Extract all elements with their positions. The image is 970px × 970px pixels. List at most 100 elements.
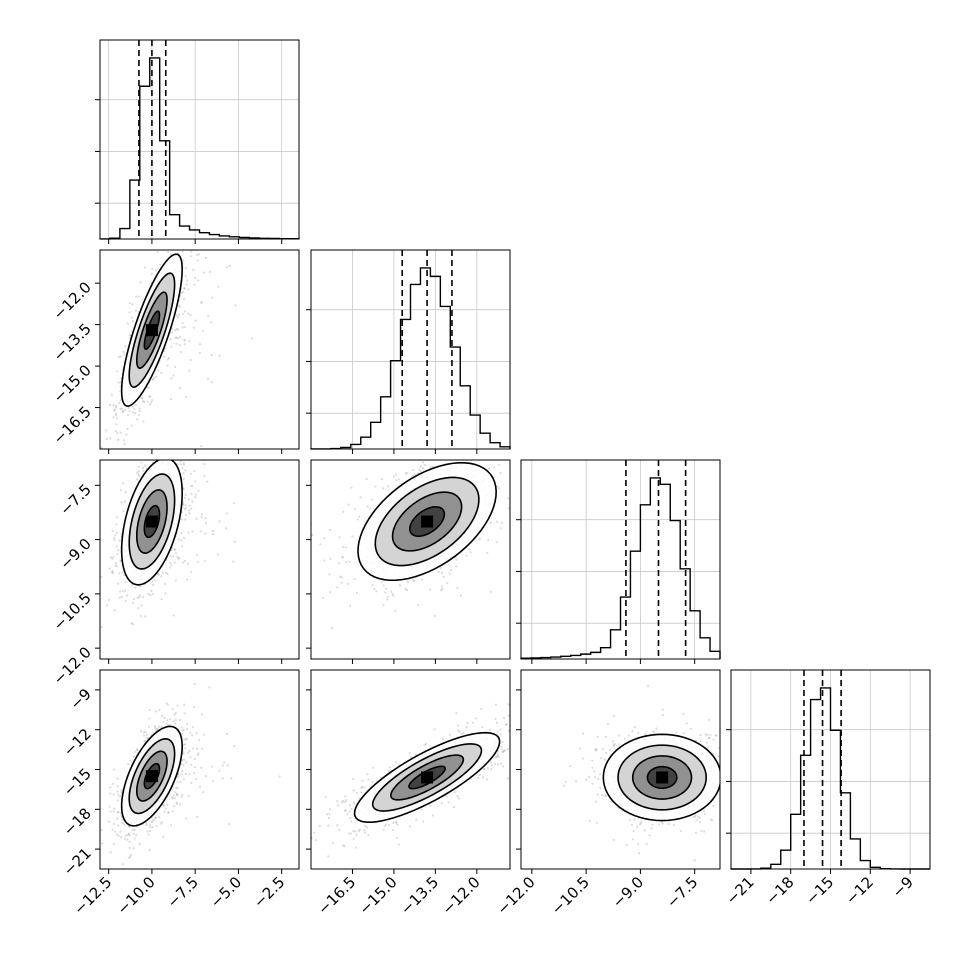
scatter-point bbox=[183, 338, 186, 341]
scatter-point bbox=[156, 727, 159, 730]
scatter-point bbox=[183, 496, 187, 500]
scatter-point bbox=[194, 496, 197, 499]
scatter-point bbox=[153, 453, 155, 455]
scatter-point bbox=[350, 486, 353, 489]
scatter-point bbox=[155, 825, 158, 828]
scatter-point bbox=[188, 511, 191, 515]
scatter-point bbox=[324, 795, 327, 799]
scatter-point bbox=[166, 722, 169, 725]
scatter-point bbox=[507, 703, 510, 706]
scatter-point bbox=[503, 749, 506, 752]
scatter-point bbox=[497, 410, 499, 412]
scatter-point bbox=[329, 808, 332, 811]
scatter-point bbox=[499, 527, 502, 530]
scatter-point bbox=[710, 819, 714, 822]
scatter-panel-p0-p1 bbox=[99, 177, 300, 450]
scatter-point bbox=[115, 412, 118, 415]
scatter-point bbox=[128, 301, 131, 305]
scatter-point bbox=[133, 837, 136, 840]
scatter-point bbox=[397, 843, 401, 846]
scatter-point bbox=[174, 336, 177, 340]
scatter-point bbox=[150, 820, 154, 824]
scatter-point bbox=[135, 478, 138, 481]
scatter-point bbox=[350, 820, 353, 823]
scatter-point bbox=[192, 705, 196, 708]
scatter-point bbox=[419, 470, 423, 473]
scatter-point bbox=[144, 822, 148, 825]
scatter-point bbox=[367, 833, 370, 837]
scatter-point bbox=[161, 714, 164, 717]
scatter-point bbox=[341, 800, 345, 803]
scatter-point bbox=[113, 409, 116, 412]
scatter-point bbox=[163, 434, 165, 436]
scatter-point bbox=[439, 566, 443, 570]
scatter-point bbox=[499, 762, 503, 765]
scatter-point bbox=[183, 559, 186, 563]
scatter-point bbox=[134, 403, 137, 406]
scatter-point bbox=[173, 548, 176, 551]
scatter-point bbox=[118, 795, 121, 798]
scatter-point bbox=[162, 803, 165, 806]
scatter-point bbox=[352, 789, 355, 792]
scatter-point bbox=[516, 493, 518, 495]
scatter-point bbox=[195, 553, 198, 556]
scatter-point bbox=[409, 755, 413, 759]
scatter-point bbox=[193, 682, 196, 686]
scatter-point bbox=[162, 835, 165, 838]
scatter-point bbox=[192, 268, 195, 271]
scatter-point bbox=[196, 560, 200, 564]
scatter-point bbox=[136, 748, 139, 751]
scatter-point bbox=[481, 776, 485, 779]
scatter-point bbox=[442, 575, 445, 579]
scatter-point bbox=[109, 810, 112, 813]
scatter-point bbox=[170, 548, 173, 552]
scatter-point bbox=[340, 581, 343, 584]
scatter-point bbox=[115, 564, 118, 568]
scatter-point bbox=[168, 566, 172, 569]
scatter-point bbox=[168, 723, 171, 727]
scatter-point bbox=[501, 750, 504, 754]
scatter-point bbox=[152, 583, 155, 586]
scatter-point bbox=[196, 753, 199, 757]
scatter-point bbox=[172, 555, 175, 558]
scatter-point bbox=[356, 518, 359, 521]
scatter-point bbox=[500, 748, 503, 751]
scatter-point bbox=[227, 823, 231, 826]
scatter-point bbox=[164, 347, 167, 350]
scatter-point bbox=[170, 377, 173, 380]
scatter-point bbox=[179, 463, 182, 466]
scatter-point bbox=[175, 793, 178, 796]
scatter-point bbox=[115, 414, 118, 417]
scatter-point bbox=[139, 281, 142, 284]
scatter-point bbox=[119, 830, 122, 833]
scatter-point bbox=[418, 468, 421, 472]
scatter-point bbox=[328, 528, 332, 532]
scatter-point bbox=[723, 785, 725, 787]
scatter-point bbox=[186, 279, 189, 282]
scatter-point bbox=[173, 804, 176, 808]
scatter-point bbox=[459, 594, 463, 597]
scatter-point bbox=[502, 717, 506, 720]
scatter-point bbox=[112, 556, 115, 559]
scatter-point bbox=[481, 726, 484, 729]
scatter-point bbox=[183, 738, 186, 741]
scatter-point bbox=[178, 313, 181, 317]
histogram-panel-p3 bbox=[726, 669, 931, 870]
scatter-point bbox=[132, 755, 135, 758]
scatter-point bbox=[441, 737, 445, 740]
scatter-point bbox=[173, 797, 176, 800]
scatter-point bbox=[160, 598, 163, 601]
scatter-point bbox=[138, 842, 141, 846]
scatter-point bbox=[145, 736, 148, 739]
scatter-point bbox=[511, 743, 513, 745]
scatter-point bbox=[489, 761, 492, 764]
scatter-point bbox=[213, 215, 215, 217]
scatter-point bbox=[120, 596, 123, 599]
scatter-point bbox=[499, 471, 502, 475]
scatter-point bbox=[731, 809, 733, 811]
scatter-point bbox=[541, 709, 543, 711]
scatter-point bbox=[176, 776, 179, 779]
scatter-point bbox=[146, 830, 149, 833]
scatter-point bbox=[179, 247, 181, 249]
scatter-point bbox=[202, 177, 204, 179]
